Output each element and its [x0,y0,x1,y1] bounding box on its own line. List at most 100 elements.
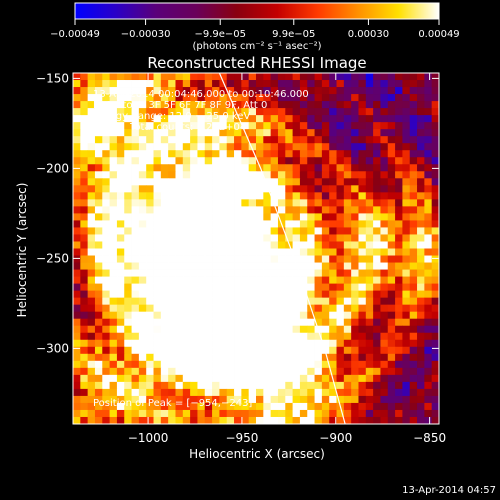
heatmap-cell [395,241,403,249]
heatmap-cell [314,353,323,362]
heatmap-cell [124,185,132,193]
heatmap-cell [373,416,381,424]
heatmap-cell [175,185,184,193]
heatmap-cell [73,297,81,306]
heatmap-cell [343,178,352,186]
heatmap-cell [343,241,352,249]
heatmap-cell [263,80,272,88]
heatmap-cell [395,283,403,292]
heatmap-cell [182,192,191,200]
heatmap-cell [343,101,352,109]
heatmap-cell [402,101,411,109]
heatmap-cell [307,255,315,263]
heatmap-cell [131,234,140,242]
heatmap-cell [153,108,162,116]
heatmap-cell [270,269,279,277]
heatmap-cell [395,318,403,327]
heatmap-cell [336,283,345,292]
heatmap-cell [94,248,103,256]
heatmap-cells [73,73,439,424]
heatmap-cell [285,185,293,193]
heatmap-cell [270,87,279,95]
heatmap-cell [343,395,352,404]
heatmap-cell [190,248,198,256]
heatmap-cell [329,227,337,235]
heatmap-cell [321,269,330,277]
heatmap-cell [351,367,359,376]
heatmap-cell [241,332,250,341]
heatmap-cell [307,332,315,341]
heatmap-cell [299,241,308,249]
heatmap-cell [124,80,132,88]
heatmap-cell [182,388,191,397]
heatmap-cell [314,227,323,235]
heatmap-cell [409,241,418,249]
heatmap-cell [87,80,96,88]
heatmap-cell [124,388,132,397]
heatmap-cell [182,73,191,81]
heatmap-cell [234,269,242,277]
heatmap-cell [365,234,374,242]
heatmap-cell [168,164,176,172]
heatmap-cell [270,311,279,320]
heatmap-cell [285,318,293,327]
heatmap-cell [109,290,118,299]
heatmap-cell [256,297,264,306]
heatmap-cell [190,87,198,95]
heatmap-cell [204,213,213,221]
heatmap-cell [373,297,381,306]
heatmap-cell [292,171,301,179]
heatmap-cell [387,416,396,424]
heatmap-cell [73,409,81,418]
heatmap-cell [109,402,118,411]
heatmap-cell [380,269,389,277]
heatmap-cell [204,290,213,299]
heatmap-cell [204,108,213,116]
heatmap-cell [80,381,89,390]
heatmap-cell [109,283,118,292]
heatmap-cell [234,73,242,81]
heatmap-cell [146,290,154,299]
heatmap-cell [395,234,403,242]
heatmap-cell [373,276,381,284]
heatmap-cell [190,353,198,362]
heatmap-cell [329,178,337,186]
heatmap-cell [336,360,345,369]
heatmap-cell [241,290,250,299]
heatmap-cell [270,122,279,130]
heatmap-cell [351,87,359,95]
heatmap-cell [292,367,301,376]
heatmap-cell [417,367,425,376]
heatmap-cell [263,402,272,411]
heatmap-cell [212,136,220,144]
heatmap-cell [263,318,272,327]
heatmap-cell [351,73,359,81]
heatmap-cell [277,136,286,144]
colorbar-tick-label: 0.00030 [348,29,389,40]
heatmap-cell [190,185,198,193]
heatmap-cell [431,353,439,362]
heatmap-cell [116,87,125,95]
heatmap-cell [329,395,337,404]
heatmap-cell [263,122,272,130]
heatmap-cell [73,255,81,263]
heatmap-cell [102,360,110,369]
heatmap-cell [87,367,96,376]
heatmap-cell [417,353,425,362]
heatmap-cell [314,171,323,179]
heatmap-cell [80,80,89,88]
heatmap-cell [395,150,403,158]
heatmap-cell [373,199,381,207]
heatmap-cell [116,150,125,158]
heatmap-cell [314,143,323,151]
heatmap-cell [94,283,103,292]
heatmap-cell [138,402,147,411]
heatmap-cell [102,122,110,130]
heatmap-cell [190,136,198,144]
heatmap-cell [248,262,257,270]
heatmap-cell [175,276,184,284]
heatmap-cell [160,80,169,88]
heatmap-cell [263,367,272,376]
heatmap-cell [431,80,439,88]
x-tick-label: −850 [413,431,446,445]
